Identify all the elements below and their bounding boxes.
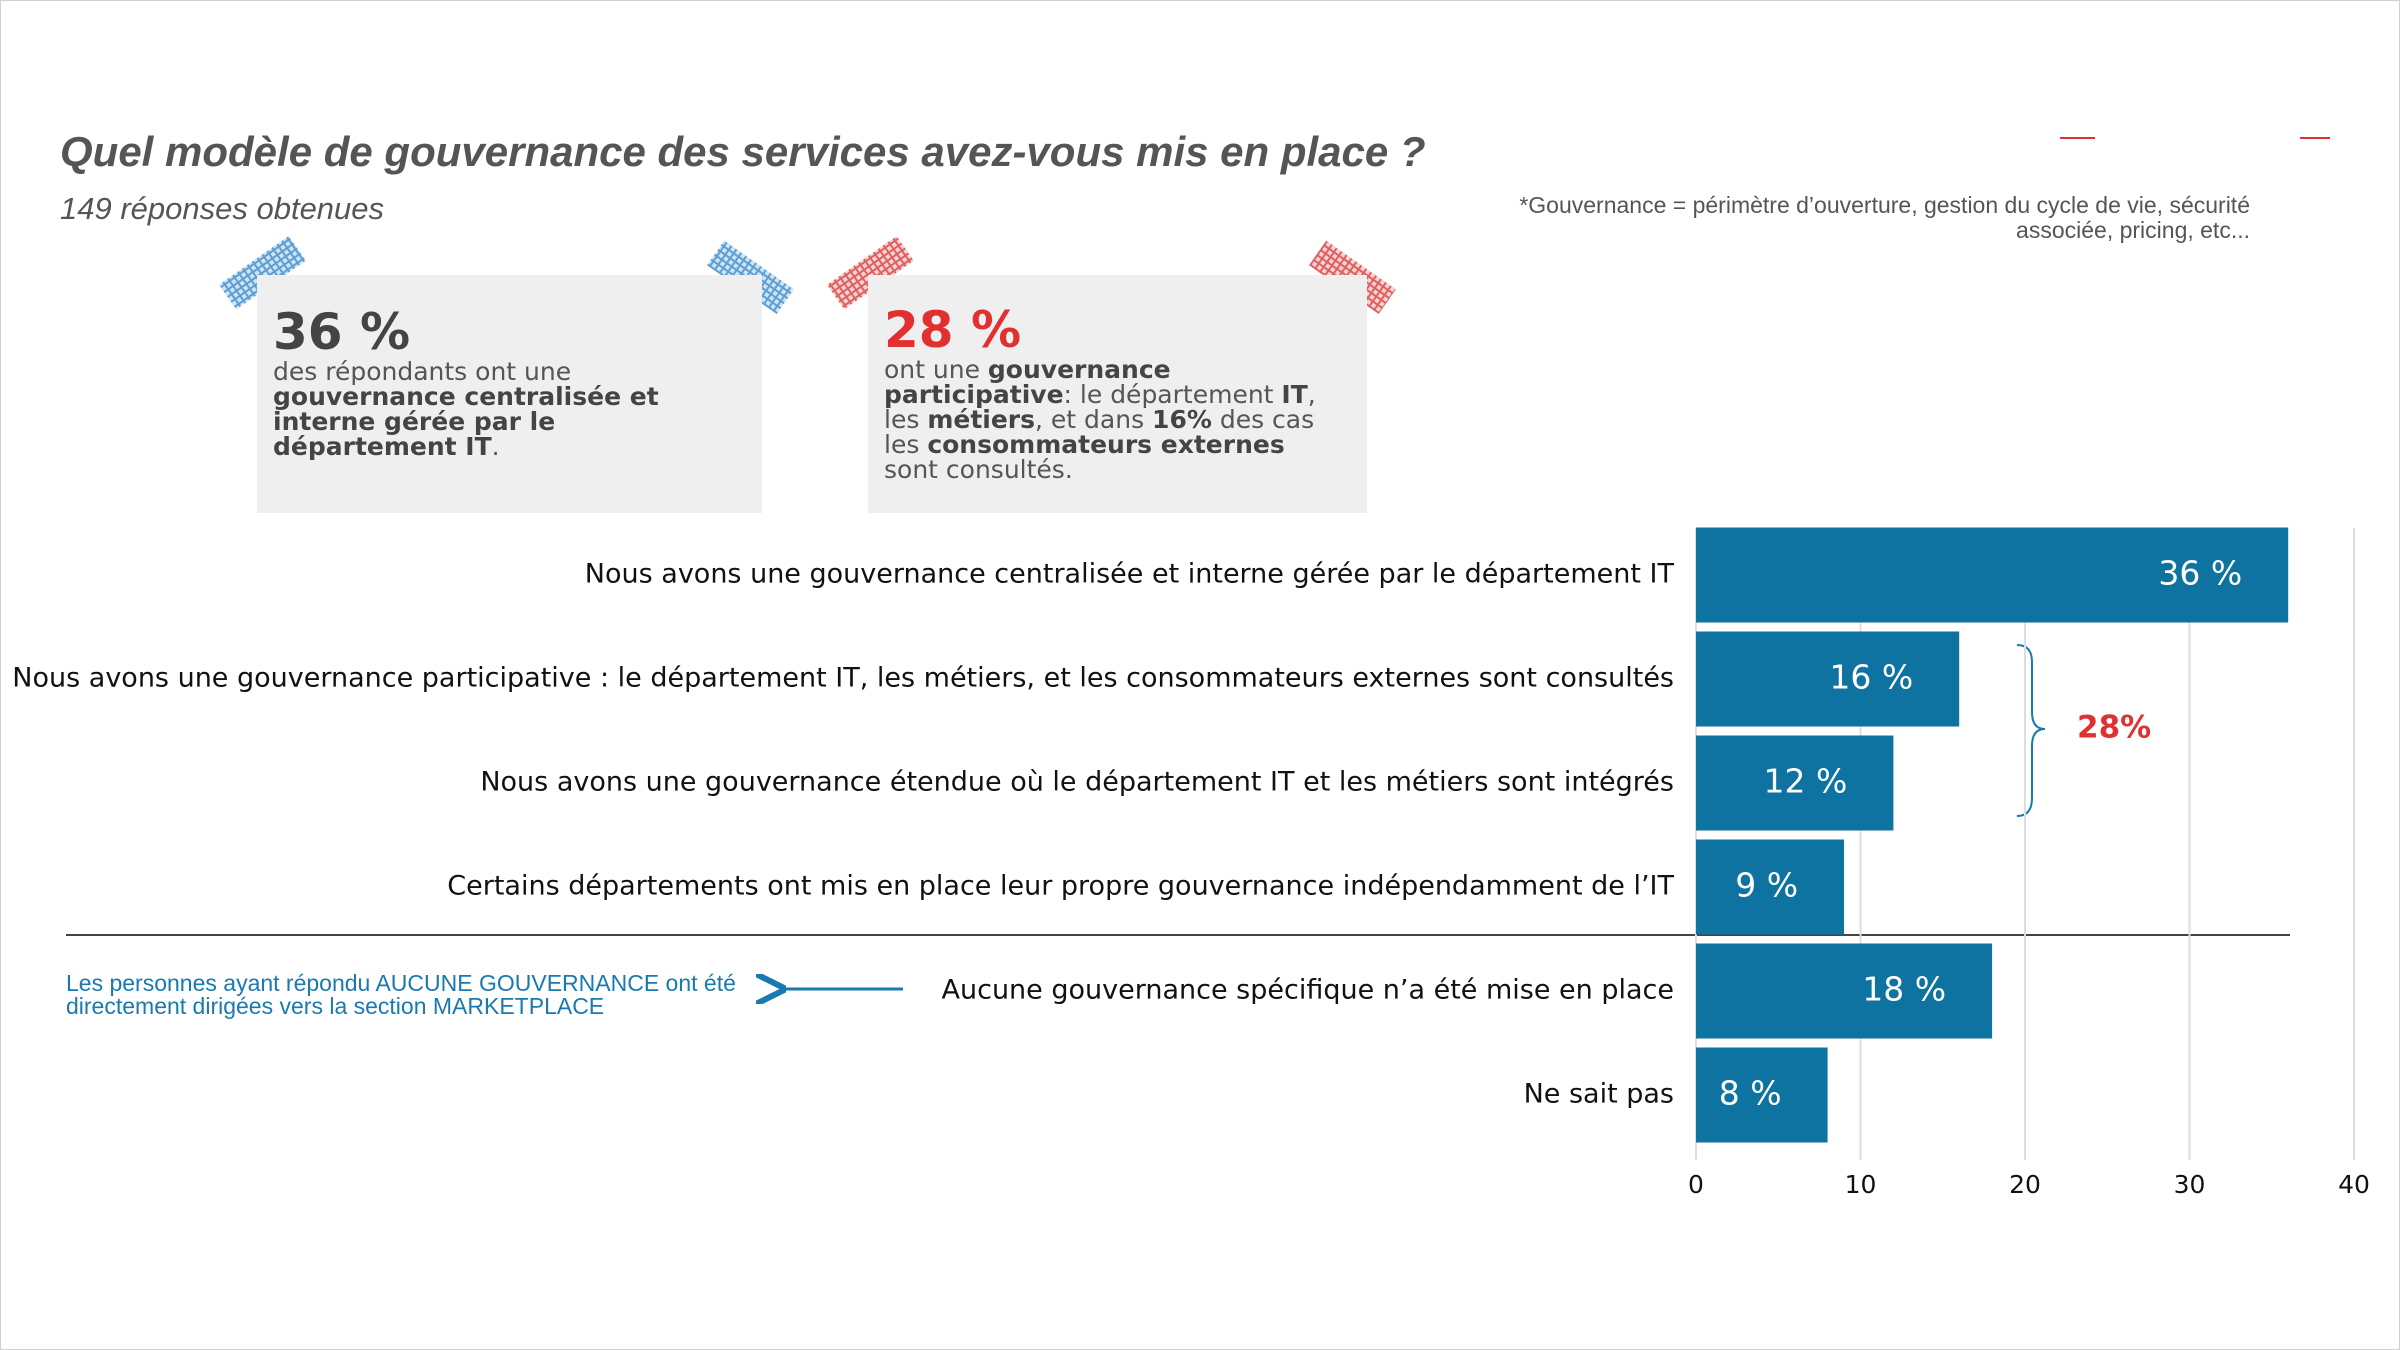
callout-body: des répondants ont une gouvernance centr…: [273, 359, 723, 459]
callout-card: 36 % des répondants ont une gouvernance …: [257, 275, 762, 513]
callout-text: des cas les: [884, 405, 1315, 459]
callout-card: 28 % ont une gouvernance participative: …: [868, 275, 1367, 513]
value-label: 8 %: [1719, 1074, 1782, 1113]
y-tick-label: Certains départements ont mis en place l…: [447, 871, 1674, 902]
callout-text: 16%: [1152, 405, 1212, 434]
bar: [1696, 1047, 1828, 1143]
x-tick-label: 40: [2338, 1170, 2370, 1199]
value-label: 18 %: [1862, 970, 1946, 1009]
value-label: 36 %: [2158, 554, 2242, 593]
side-note: Les personnes ayant répondu AUCUNE GOUVE…: [66, 970, 736, 1019]
x-tick-label: 10: [1845, 1170, 1877, 1199]
callout-text: consommateurs externes: [927, 430, 1285, 459]
subtitle: 149 réponses obtenues: [60, 191, 384, 226]
bar: [1696, 735, 1894, 831]
callout-value: 36 %: [273, 303, 411, 361]
bar: [1696, 943, 1993, 1039]
tape: [826, 236, 914, 310]
y-tick-label: Nous avons une gouvernance centralisée e…: [585, 559, 1675, 590]
y-tick-label: Aucune gouvernance spécifique n’a été mi…: [942, 975, 1674, 1006]
bar: [1696, 527, 2289, 623]
callout-text: métiers: [927, 405, 1036, 434]
note: associée, pricing, etc...: [2016, 217, 2250, 243]
callout-text: sont consultés.: [884, 455, 1073, 484]
tape: [218, 236, 306, 310]
callout-text: gouvernance centralisée et interne gérée…: [273, 382, 659, 461]
callout-text: IT: [1281, 380, 1308, 409]
title: Quel modèle de gouvernance des services …: [60, 128, 1426, 176]
x-tick-label: 0: [1688, 1170, 1704, 1199]
y-tick-label: Ne sait pas: [1524, 1079, 1674, 1110]
y-tick-label: Nous avons une gouvernance participative…: [12, 663, 1674, 694]
x-tick-label: 20: [2009, 1170, 2041, 1199]
bracket-label: 28%: [2077, 710, 2151, 746]
callout-text: gouvernance participative: [884, 355, 1171, 409]
x-tick-label: 30: [2174, 1170, 2206, 1199]
callout-text: , et dans: [1035, 405, 1153, 434]
y-tick-label: Nous avons une gouvernance étendue où le…: [480, 767, 1674, 798]
callout-text: .: [491, 432, 500, 461]
callout-value: 28 %: [884, 301, 1022, 359]
callout-text: ont une: [884, 355, 988, 384]
callout-text: des répondants ont une: [273, 357, 572, 386]
note: *Gouvernance = périmètre d’ouverture, ge…: [1519, 192, 2250, 218]
callout-body: ont une gouvernance participative: le dé…: [884, 357, 1334, 482]
bar: [1696, 839, 1845, 935]
callout-text: , les: [884, 380, 1316, 434]
bracket: [2016, 644, 2046, 817]
value-label: 12 %: [1764, 762, 1848, 801]
bar: [1696, 631, 1960, 727]
value-label: 9 %: [1735, 866, 1798, 905]
callout-text: : le département: [1063, 380, 1282, 409]
value-label: 16 %: [1829, 658, 1913, 697]
